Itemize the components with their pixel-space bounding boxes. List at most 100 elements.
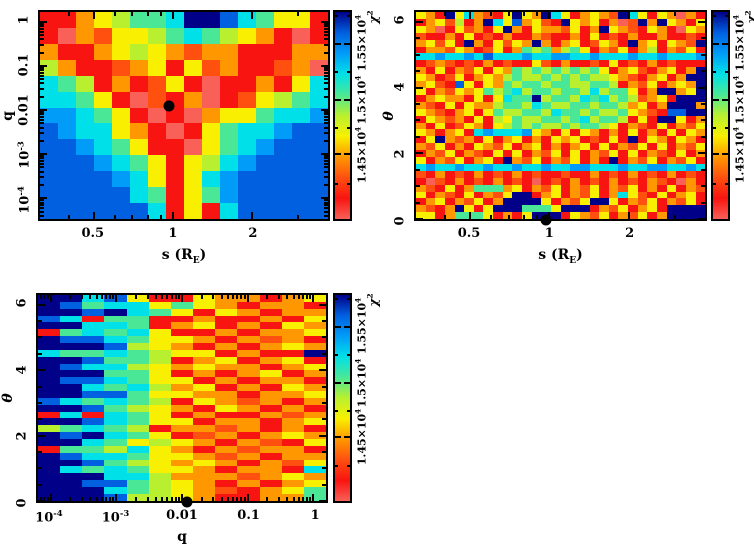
heatmap-cell [637,170,648,178]
heatmap-cell [522,184,532,192]
axis-tick [38,418,42,421]
heatmap-cell [104,473,127,481]
heatmap-cell [170,384,194,392]
colorbar-tick [347,183,350,186]
heatmap-cell [220,59,238,76]
heatmap-cell [38,432,61,440]
heatmap-cell [454,53,465,61]
heatmap-cell [60,487,83,494]
heatmap-cell [666,108,677,116]
heatmap-cell [541,122,551,130]
heatmap-cell [166,27,184,44]
axis-tick [40,24,44,27]
heatmap-cell [628,129,638,137]
heatmap-cell [82,308,105,316]
heatmap-cell [256,107,274,124]
heatmap-cell [531,46,542,54]
colorbar-tick-label: 1.5×104 [353,75,369,125]
heatmap-cell [303,439,326,446]
axis-tick [416,152,423,155]
heatmap-cell [512,157,523,164]
heatmap-cell [126,466,149,474]
heatmap-cell [94,12,112,28]
axis-tick [40,43,44,46]
heatmap-cell [193,295,216,302]
heatmap-cell [215,391,238,398]
heatmap-cell [274,187,292,204]
heatmap-cell [676,177,686,185]
heatmap-cell [522,150,532,158]
axis-tick [115,295,118,302]
heatmap-cell [237,308,260,316]
heatmap-cell [237,391,260,398]
colorbar-tick [344,326,350,329]
heatmap-cell [502,177,513,185]
heatmap-cell [560,184,571,192]
x-tick-label: 0.5 [81,226,105,241]
heatmap-cell [148,75,166,92]
heatmap-cell [166,187,184,204]
heatmap-cell [637,163,648,171]
heatmap-cell [512,46,523,54]
heatmap-cell [493,18,503,26]
heatmap-cell [502,198,513,206]
axis-tick [40,197,47,200]
heatmap-cell [570,129,580,137]
heatmap-cell [599,87,609,95]
heatmap-cell [82,329,105,337]
axis-tick [324,38,328,41]
heatmap-cell [502,18,513,26]
heatmap-cell [38,439,61,446]
heatmap-cell [493,87,503,95]
heatmap-cell [464,191,474,199]
heatmap-cell [589,170,600,178]
heatmap-cell [570,87,580,95]
heatmap-cell [695,136,705,144]
heatmap-cell [416,46,426,54]
axis-tick [40,118,44,121]
heatmap-cell [676,18,686,26]
heatmap-cell [628,94,638,102]
heatmap-cell [647,87,658,95]
heatmap-row [416,212,705,219]
heatmap-cell [589,122,600,130]
heatmap-cell [76,75,94,92]
heatmap-cell [303,425,326,433]
heatmap-cell [281,336,304,344]
heatmap-cell [599,46,609,54]
heatmap-cell [579,157,590,164]
heatmap-cell [695,177,705,185]
axis-tick [38,336,42,339]
heatmap-cell [647,205,658,213]
heatmap-cell [104,439,127,446]
heatmap-cell [130,203,148,219]
heatmap-cell [303,384,326,392]
heatmap-cell [628,184,638,192]
heatmap-cell [685,67,696,75]
axis-tick [105,295,108,299]
heatmap-row [416,115,705,123]
heatmap-cell [676,108,686,116]
axis-tick [305,295,308,299]
heatmap-cell [628,25,638,33]
heatmap-cell [464,67,474,75]
heatmap-cell [637,129,648,137]
heatmap-cell [38,356,61,364]
best-fit-marker [163,100,175,112]
heatmap-cell [126,370,149,378]
heatmap-row [38,397,326,405]
heatmap-cell [618,81,629,88]
heatmap-cell [60,391,83,398]
heatmap-cell [170,452,194,460]
heatmap-cell [58,187,76,204]
heatmap-cell [435,212,445,219]
heatmap-cell [560,163,571,171]
x-axis-title: s (RE) [538,247,583,266]
heatmap-cell [464,122,474,130]
axis-tick [324,199,328,202]
heatmap-cell [184,91,202,108]
heatmap-cell [184,203,202,219]
heatmap-cell [425,150,436,158]
heatmap-cell [416,39,426,47]
heatmap-cell [512,25,523,33]
